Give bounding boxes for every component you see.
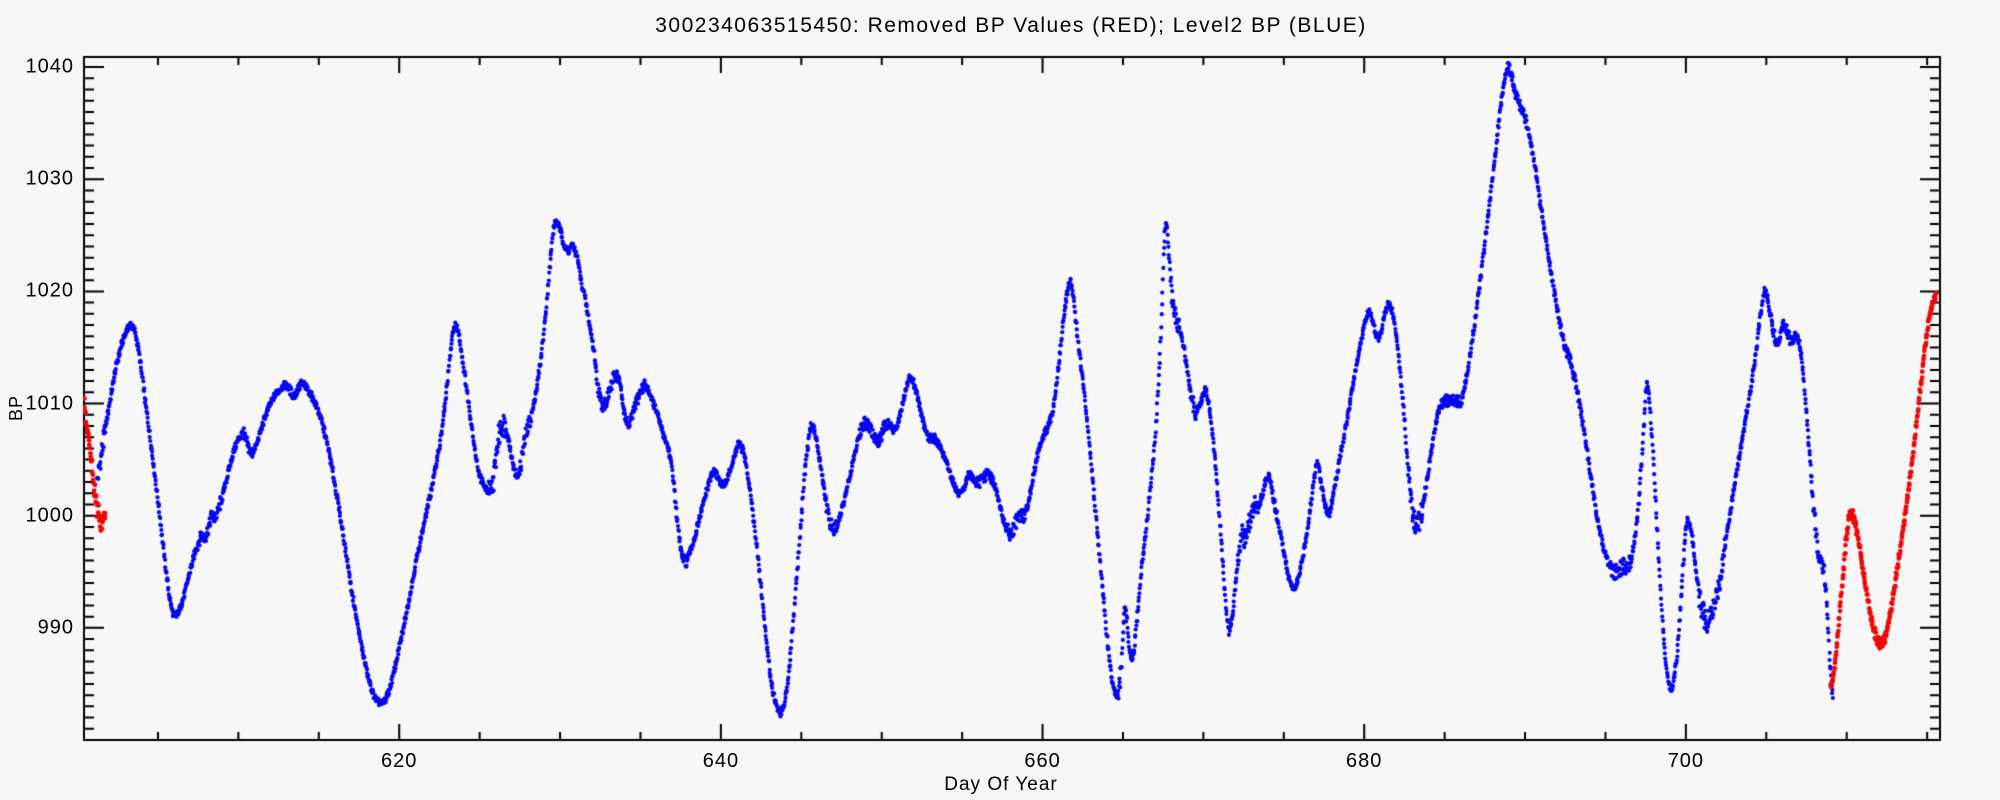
y-tick-label-1000: 1000 [25,504,74,527]
x-tick-label-700: 700 [1667,750,1705,772]
x-tick-label-660: 660 [1024,750,1061,772]
y-tick-label-990: 990 [37,616,74,639]
x-axis-title: Day Of Year [944,774,1058,795]
x-tick-label-640: 640 [702,750,740,772]
y-axis-title: BP [6,394,26,421]
y-tick-label-1040: 1040 [25,55,74,78]
y-tick-label-1030: 1030 [25,167,74,190]
chart-title: 300234063515450: Removed BP Values (RED)… [655,14,1367,37]
y-tick-label-1010: 1010 [25,392,74,415]
y-tick-label-1020: 1020 [25,279,74,302]
x-tick-label-680: 680 [1346,750,1383,772]
x-tick-label-620: 620 [381,750,418,772]
